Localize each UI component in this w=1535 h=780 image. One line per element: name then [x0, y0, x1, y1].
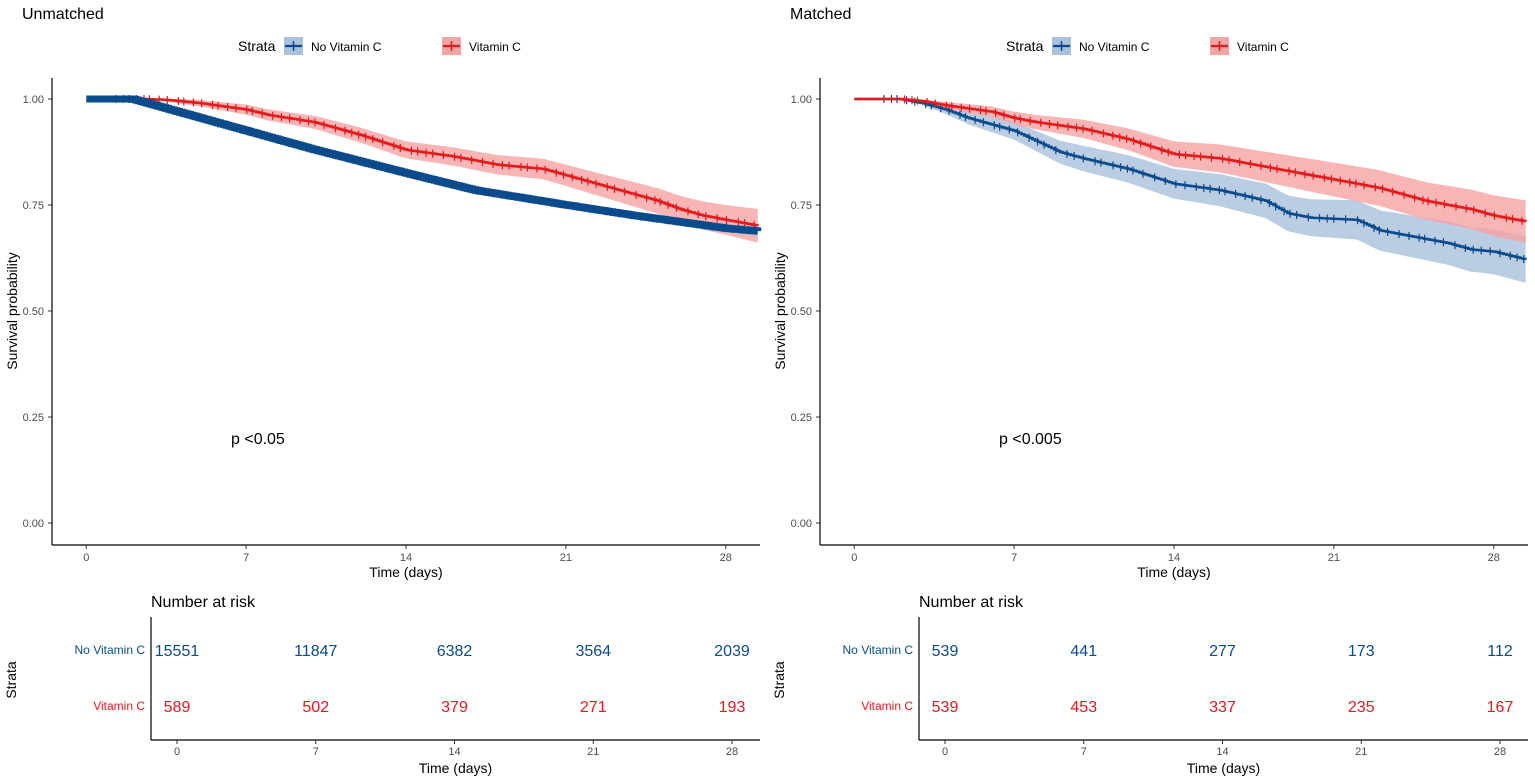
risk-value: 2039 [714, 643, 750, 660]
chart-title: Matched [790, 6, 851, 23]
legend-label: Vitamin C [469, 40, 521, 54]
chart-title: Unmatched [22, 6, 104, 23]
legend-title: Strata [1006, 38, 1044, 54]
risk-row-label: No Vitamin C [75, 643, 146, 657]
legend-item: No Vitamin C [1052, 37, 1150, 55]
x-tick-label: 21 [1328, 552, 1340, 564]
ci-band-no-vitamin-c [854, 99, 1526, 283]
risk-value: 379 [441, 699, 468, 716]
legend-title: Strata [238, 38, 276, 54]
risk-row-label: Vitamin C [861, 699, 913, 713]
risk-x-tick-label: 28 [726, 746, 738, 758]
x-tick-label: 14 [400, 552, 412, 564]
risk-y-axis-title: Strata [771, 661, 787, 699]
x-tick-label: 0 [851, 552, 857, 564]
risk-value: 235 [1348, 699, 1375, 716]
x-axis-title: Time (days) [369, 564, 442, 580]
risk-table-title: Number at risk [919, 594, 1024, 611]
x-tick-label: 7 [243, 552, 249, 564]
legend-item: No Vitamin C [284, 37, 382, 55]
risk-value: 337 [1209, 699, 1236, 716]
y-tick-label: 0.25 [23, 412, 44, 424]
risk-value: 15551 [155, 643, 200, 660]
x-tick-label: 21 [560, 552, 572, 564]
series-line-vitamin-c [86, 97, 759, 227]
risk-value: 589 [164, 699, 191, 716]
legend-item: Vitamin C [1210, 37, 1289, 55]
panel-matched: Matched Strata No Vitamin C Vitamin C 0.00 0.… [771, 6, 1528, 776]
x-tick-label: 14 [1168, 552, 1180, 564]
y-tick-label: 0.00 [791, 518, 812, 530]
risk-value: 6382 [437, 643, 473, 660]
panel-unmatched: Unmatched Strata No Vitamin C Vitamin C 0.00… [3, 6, 762, 776]
x-axis-title: Time (days) [1137, 564, 1210, 580]
y-tick-label: 1.00 [23, 94, 44, 106]
y-tick-label: 1.00 [791, 94, 812, 106]
risk-value: 193 [719, 699, 746, 716]
y-tick-label: 0.75 [791, 200, 812, 212]
risk-value: 441 [1070, 643, 1097, 660]
risk-value: 112 [1487, 643, 1513, 660]
risk-x-tick-label: 14 [448, 746, 460, 758]
risk-value: 167 [1487, 699, 1514, 716]
legend-label: No Vitamin C [311, 40, 382, 54]
risk-x-tick-label: 7 [313, 746, 319, 758]
x-tick-label: 28 [1488, 552, 1500, 564]
legend-label: No Vitamin C [1079, 40, 1150, 54]
p-value: p <0.005 [999, 431, 1062, 448]
risk-x-tick-label: 7 [1081, 746, 1087, 758]
risk-x-tick-label: 21 [587, 746, 599, 758]
risk-value: 539 [932, 699, 959, 716]
risk-value: 277 [1209, 643, 1236, 660]
risk-x-tick-label: 0 [174, 746, 180, 758]
risk-value: 539 [932, 643, 959, 660]
risk-value: 271 [580, 699, 607, 716]
risk-value: 173 [1348, 643, 1375, 660]
y-tick-label: 0.00 [23, 518, 44, 530]
x-tick-label: 0 [83, 552, 89, 564]
legend-label: Vitamin C [1237, 40, 1289, 54]
y-tick-label: 0.50 [791, 306, 812, 318]
y-tick-label: 0.50 [23, 306, 44, 318]
risk-x-tick-label: 21 [1355, 746, 1367, 758]
censor-marks-no-vitamin-c [115, 95, 757, 235]
risk-x-axis-title: Time (days) [1187, 760, 1260, 776]
y-axis-title: Survival probability [4, 252, 20, 370]
y-axis-title: Survival probability [772, 252, 788, 370]
x-tick-label: 7 [1011, 552, 1017, 564]
censor-marks-vitamin-c [903, 95, 1523, 225]
risk-x-tick-label: 14 [1216, 746, 1228, 758]
p-value: p <0.05 [231, 431, 285, 448]
risk-value: 11847 [294, 643, 337, 660]
risk-x-axis-title: Time (days) [419, 760, 492, 776]
risk-x-tick-label: 28 [1494, 746, 1506, 758]
risk-row-label: No Vitamin C [843, 643, 914, 657]
risk-value: 3564 [575, 643, 611, 660]
y-tick-label: 0.75 [23, 200, 44, 212]
y-tick-label: 0.25 [791, 412, 812, 424]
risk-row-label: Vitamin C [93, 699, 145, 713]
risk-x-tick-label: 0 [942, 746, 948, 758]
risk-y-axis-title: Strata [3, 661, 19, 699]
risk-value: 502 [302, 699, 329, 716]
risk-table-title: Number at risk [151, 594, 256, 611]
x-tick-label: 28 [720, 552, 732, 564]
risk-value: 453 [1070, 699, 1097, 716]
legend-item: Vitamin C [442, 37, 521, 55]
